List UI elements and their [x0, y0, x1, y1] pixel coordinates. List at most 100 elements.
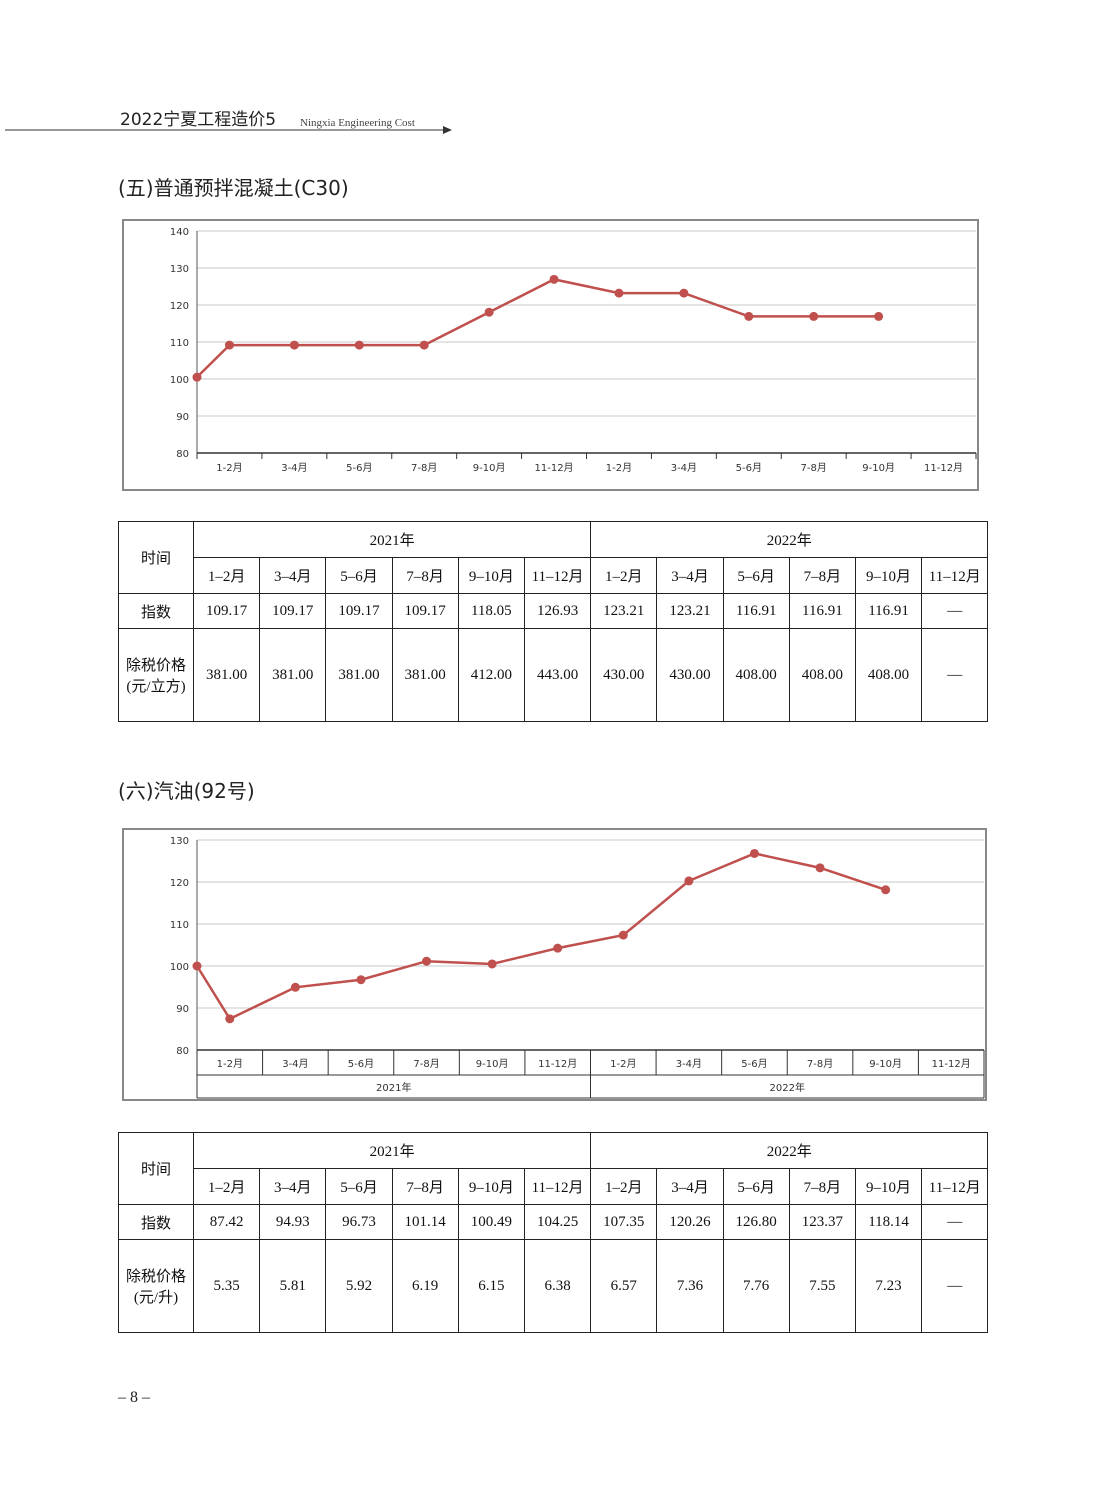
month-header: 3–4月 [259, 1168, 327, 1205]
point [679, 288, 689, 298]
price-table: 时间 2021年 2022年 1–2月 3–4月 5–6月 7–8月 9–10月 11–12月 1… [118, 521, 989, 722]
value-cell: 118.05 [457, 593, 525, 629]
month-header: 5–6月 [325, 557, 393, 594]
value-cell: 104.25 [523, 1204, 592, 1240]
value-cell: 408.00 [722, 628, 790, 722]
value-cell: 116.91 [722, 593, 790, 629]
x-tick-label: 5-6月 [736, 462, 762, 474]
value-cell: 120.26 [656, 1204, 724, 1240]
value-cell: 94.93 [259, 1204, 327, 1240]
value-cell: 109.17 [391, 593, 459, 629]
point [224, 340, 234, 350]
line [195, 852, 887, 1021]
value-cell: 408.00 [788, 628, 856, 722]
value-cell: 123.21 [656, 593, 724, 629]
value-cell: 7.36 [656, 1239, 724, 1333]
point [192, 961, 202, 971]
value-cell: 381.00 [391, 628, 459, 722]
row-label: 指数 [118, 593, 194, 629]
x-tick-label: 9-10月 [473, 462, 506, 474]
value-cell: 7.55 [788, 1239, 856, 1333]
y-tick-label: 130 [170, 836, 189, 847]
y-tick-label: 90 [176, 1004, 189, 1015]
month-header: 5–6月 [325, 1168, 393, 1205]
point [549, 274, 559, 284]
page-number: – 8 – [117, 1389, 151, 1406]
value-cell: 381.00 [259, 628, 327, 722]
x-tick-label: 9-10月 [869, 1058, 902, 1070]
header-arrow [443, 126, 452, 134]
month-header: 9–10月 [457, 1168, 525, 1205]
value-cell: 100.49 [457, 1204, 525, 1240]
year-header: 2022年 [590, 1132, 989, 1169]
x-tick-label: 7-8月 [801, 462, 827, 474]
point [192, 372, 202, 382]
x-tick-label: 11-12月 [924, 462, 963, 474]
group-label: 2021年 [376, 1081, 411, 1094]
value-cell: 408.00 [854, 628, 923, 722]
value-cell: 96.73 [325, 1204, 393, 1240]
point [356, 975, 366, 985]
point [744, 311, 754, 321]
month-header: 7–8月 [788, 1168, 856, 1205]
y-tick-label: 120 [170, 301, 189, 312]
value-cell: 123.21 [590, 593, 658, 629]
point [809, 311, 819, 321]
month-header: 11–12月 [523, 1168, 592, 1205]
value-cell: 126.93 [523, 593, 592, 629]
month-header: 5–6月 [722, 1168, 790, 1205]
point [354, 340, 364, 350]
point [618, 930, 628, 940]
month-header: 1–2月 [192, 1168, 261, 1205]
x-tick-label: 5-6月 [348, 1058, 374, 1070]
x-tick-label: 1-2月 [606, 462, 632, 474]
point [749, 848, 759, 858]
value-cell: — [921, 593, 989, 629]
value-cell: 101.14 [391, 1204, 459, 1240]
x-tick-label: 7-8月 [411, 462, 437, 474]
row-label-line: 除税价格 [125, 658, 186, 674]
price-table: 时间 2021年 2022年 1–2月 3–4月 5–6月 7–8月 9–10月 11–12月 1… [118, 1132, 989, 1333]
header-title: 2022宁夏工程造价5 [120, 110, 276, 130]
chart-frame [122, 219, 979, 491]
x-tick-label: 3-4月 [282, 1058, 308, 1070]
month-header: 3–4月 [259, 557, 327, 594]
year-header: 2022年 [590, 521, 989, 558]
value-cell: 6.15 [457, 1239, 525, 1333]
y-tick-label: 100 [170, 375, 189, 386]
x-tick-label: 5-6月 [346, 462, 372, 474]
point [422, 956, 432, 966]
value-cell: 430.00 [656, 628, 724, 722]
y-tick-label: 80 [176, 449, 189, 460]
row-label-line: (元/升) [133, 1290, 179, 1306]
value-cell: 118.14 [854, 1204, 923, 1240]
month-header: 9–10月 [854, 1168, 923, 1205]
group-label: 2022年 [770, 1081, 805, 1094]
x-tick-label: 1-2月 [216, 462, 242, 474]
section-title: (五)普通预拌混凝土(C30) [118, 176, 349, 200]
corner-cell: 时间 [118, 1132, 194, 1205]
y-tick-label: 110 [170, 920, 189, 931]
month-header: 5–6月 [722, 557, 790, 594]
row-label: 除税价格 (元/立方) [118, 628, 194, 722]
point [881, 885, 891, 895]
header-subtitle: Ningxia Engineering Cost [300, 117, 415, 129]
x-tick-label: 3-4月 [676, 1058, 702, 1070]
value-cell: 6.19 [391, 1239, 459, 1333]
value-cell: 5.81 [259, 1239, 327, 1333]
point [290, 982, 300, 992]
value-cell: 87.42 [192, 1204, 261, 1240]
value-cell: — [921, 628, 989, 722]
value-cell: — [921, 1239, 989, 1333]
value-cell: 6.38 [523, 1239, 592, 1333]
value-cell: 381.00 [325, 628, 393, 722]
year-header: 2021年 [192, 521, 592, 558]
value-cell: 109.17 [259, 593, 327, 629]
point [487, 959, 497, 969]
y-tick-label: 120 [170, 878, 189, 889]
point [419, 340, 429, 350]
x-tick-label: 9-10月 [476, 1058, 509, 1070]
point [484, 307, 494, 317]
row-label: 除税价格 (元/升) [118, 1239, 194, 1333]
